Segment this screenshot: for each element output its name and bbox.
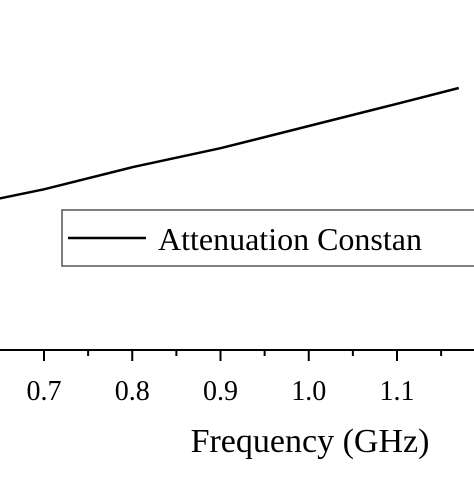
axis-layer: 0.70.80.91.01.11	[0, 349, 474, 407]
x-tick-label: 0.9	[203, 376, 238, 407]
x-tick-label: 0.7	[27, 376, 62, 407]
series-line	[0, 86, 460, 200]
x-tick-label: 1.1	[380, 376, 415, 407]
x-axis-title: Frequency (GHz)	[191, 423, 430, 460]
legend: Attenuation Constan	[61, 209, 474, 267]
x-tick-label: 0.8	[115, 376, 150, 407]
plot-layer	[0, 86, 460, 200]
legend-label: Attenuation Constan	[158, 221, 422, 257]
x-tick-label: 1.0	[291, 376, 326, 407]
